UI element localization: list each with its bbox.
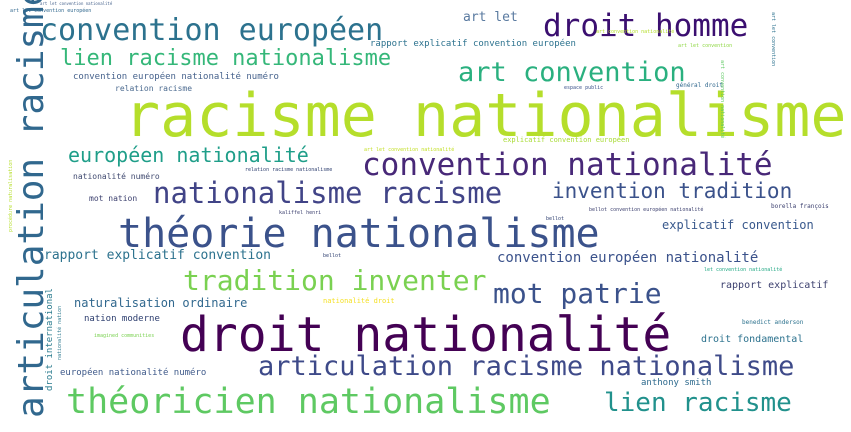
word-naturalisation-ordinaire: naturalisation ordinaire: [74, 296, 248, 310]
word-droit-international: droit international: [45, 288, 55, 391]
word-bellot-convention-europeen-nationalite: bellot convention européen nationalité: [589, 207, 704, 213]
word-espace-public: espace public: [564, 85, 604, 91]
word-kaliffel-henri: kaliffel henri: [279, 210, 322, 216]
word-art-convention: art convention: [458, 57, 686, 88]
word-nationalite-numero: nationalité numéro: [73, 172, 160, 181]
word-convention-nationalite: convention nationalité: [362, 147, 773, 183]
word-racisme-nationalisme: racisme nationalisme: [124, 81, 847, 151]
word-europeen-nationalite: européen nationalité: [68, 143, 309, 167]
word-nationalisme-racisme: nationalisme racisme: [153, 176, 503, 210]
word-relation-racisme: relation racisme: [115, 84, 193, 93]
word-rapport-explicatif: rapport explicatif: [720, 280, 829, 291]
word-rapport-explicatif-convention: rapport explicatif convention: [44, 248, 271, 263]
word-convention-europeen: convention européen: [40, 13, 384, 48]
word-anthony-smith: anthony smith: [641, 378, 712, 388]
word-convention-europeen-nationalite: convention européen nationalité: [497, 250, 759, 266]
word-lien-racisme-nationalisme: lien racisme nationalisme: [60, 46, 392, 71]
word-droit-homme: droit homme: [543, 8, 749, 44]
word-lien-racisme: lien racisme: [604, 388, 792, 418]
word-explicatif-convention: explicatif convention: [662, 218, 814, 232]
word-art-let-convention-vertical: art let convention: [770, 12, 776, 67]
word-art-convention-nationalite: art convention nationalité: [596, 29, 675, 35]
word-mot-patrie: mot patrie: [493, 277, 662, 310]
word-theorie-nationalisme: théorie nationalisme: [118, 211, 600, 257]
word-nationalite-droit: nationalité droit: [323, 297, 395, 305]
word-borella-francois: borella françois: [771, 203, 829, 210]
word-general-droit: général droit: [676, 82, 723, 89]
word-droit-nationalite: droit nationalité: [180, 307, 672, 363]
word-art-let-convention-nationalite-2: art let convention nationalité: [40, 1, 113, 6]
word-mot-nation: mot nation: [89, 194, 138, 203]
word-nationalite-nation: nationalité nation: [57, 305, 63, 360]
word-bellot: bellot: [546, 216, 565, 222]
word-let-convention-nationalite: let convention nationalité: [704, 267, 783, 273]
word-bellot-2: bellot: [323, 253, 342, 259]
word-explicatif-convention-europeen: explicatif convention européen: [503, 136, 630, 144]
word-procedure-naturalisation: procédure naturalisation: [8, 159, 14, 232]
word-convention-europeen-nationalite-numero: convention européen nationalité numéro: [73, 72, 279, 82]
word-droit-fondamental: droit fondamental: [701, 334, 804, 345]
word-relation-racisme-nationalisme: relation racisme nationalisme: [245, 167, 333, 173]
word-art-let: art let: [463, 10, 518, 25]
word-articulation-racisme-nationalisme: articulation racisme nationalisme: [258, 351, 795, 382]
word-nation-moderne: nation moderne: [84, 314, 160, 324]
word-art-let-convention-europeen: art let convention européen: [10, 8, 92, 14]
word-imagined-communities: imagined communities: [94, 333, 155, 339]
word-benedict-anderson: benedict anderson: [742, 319, 804, 326]
word-art-let-convention-nationalite: art let convention nationalité: [364, 147, 455, 153]
word-theoricien-nationalisme: théoricien nationalisme: [66, 382, 551, 422]
word-art-let-convention: art let convention: [678, 43, 733, 49]
word-europeen-nationalite-numero: européen nationalité numéro: [60, 368, 207, 378]
word-rapport-explicatif-convention-europeen: rapport explicatif convention européen: [370, 39, 576, 49]
word-art-convention-nationalite-vertical: art convention nationalité: [719, 60, 725, 139]
word-invention-tradition: invention tradition: [552, 179, 793, 203]
word-tradition-inventer: tradition inventer: [183, 264, 487, 297]
